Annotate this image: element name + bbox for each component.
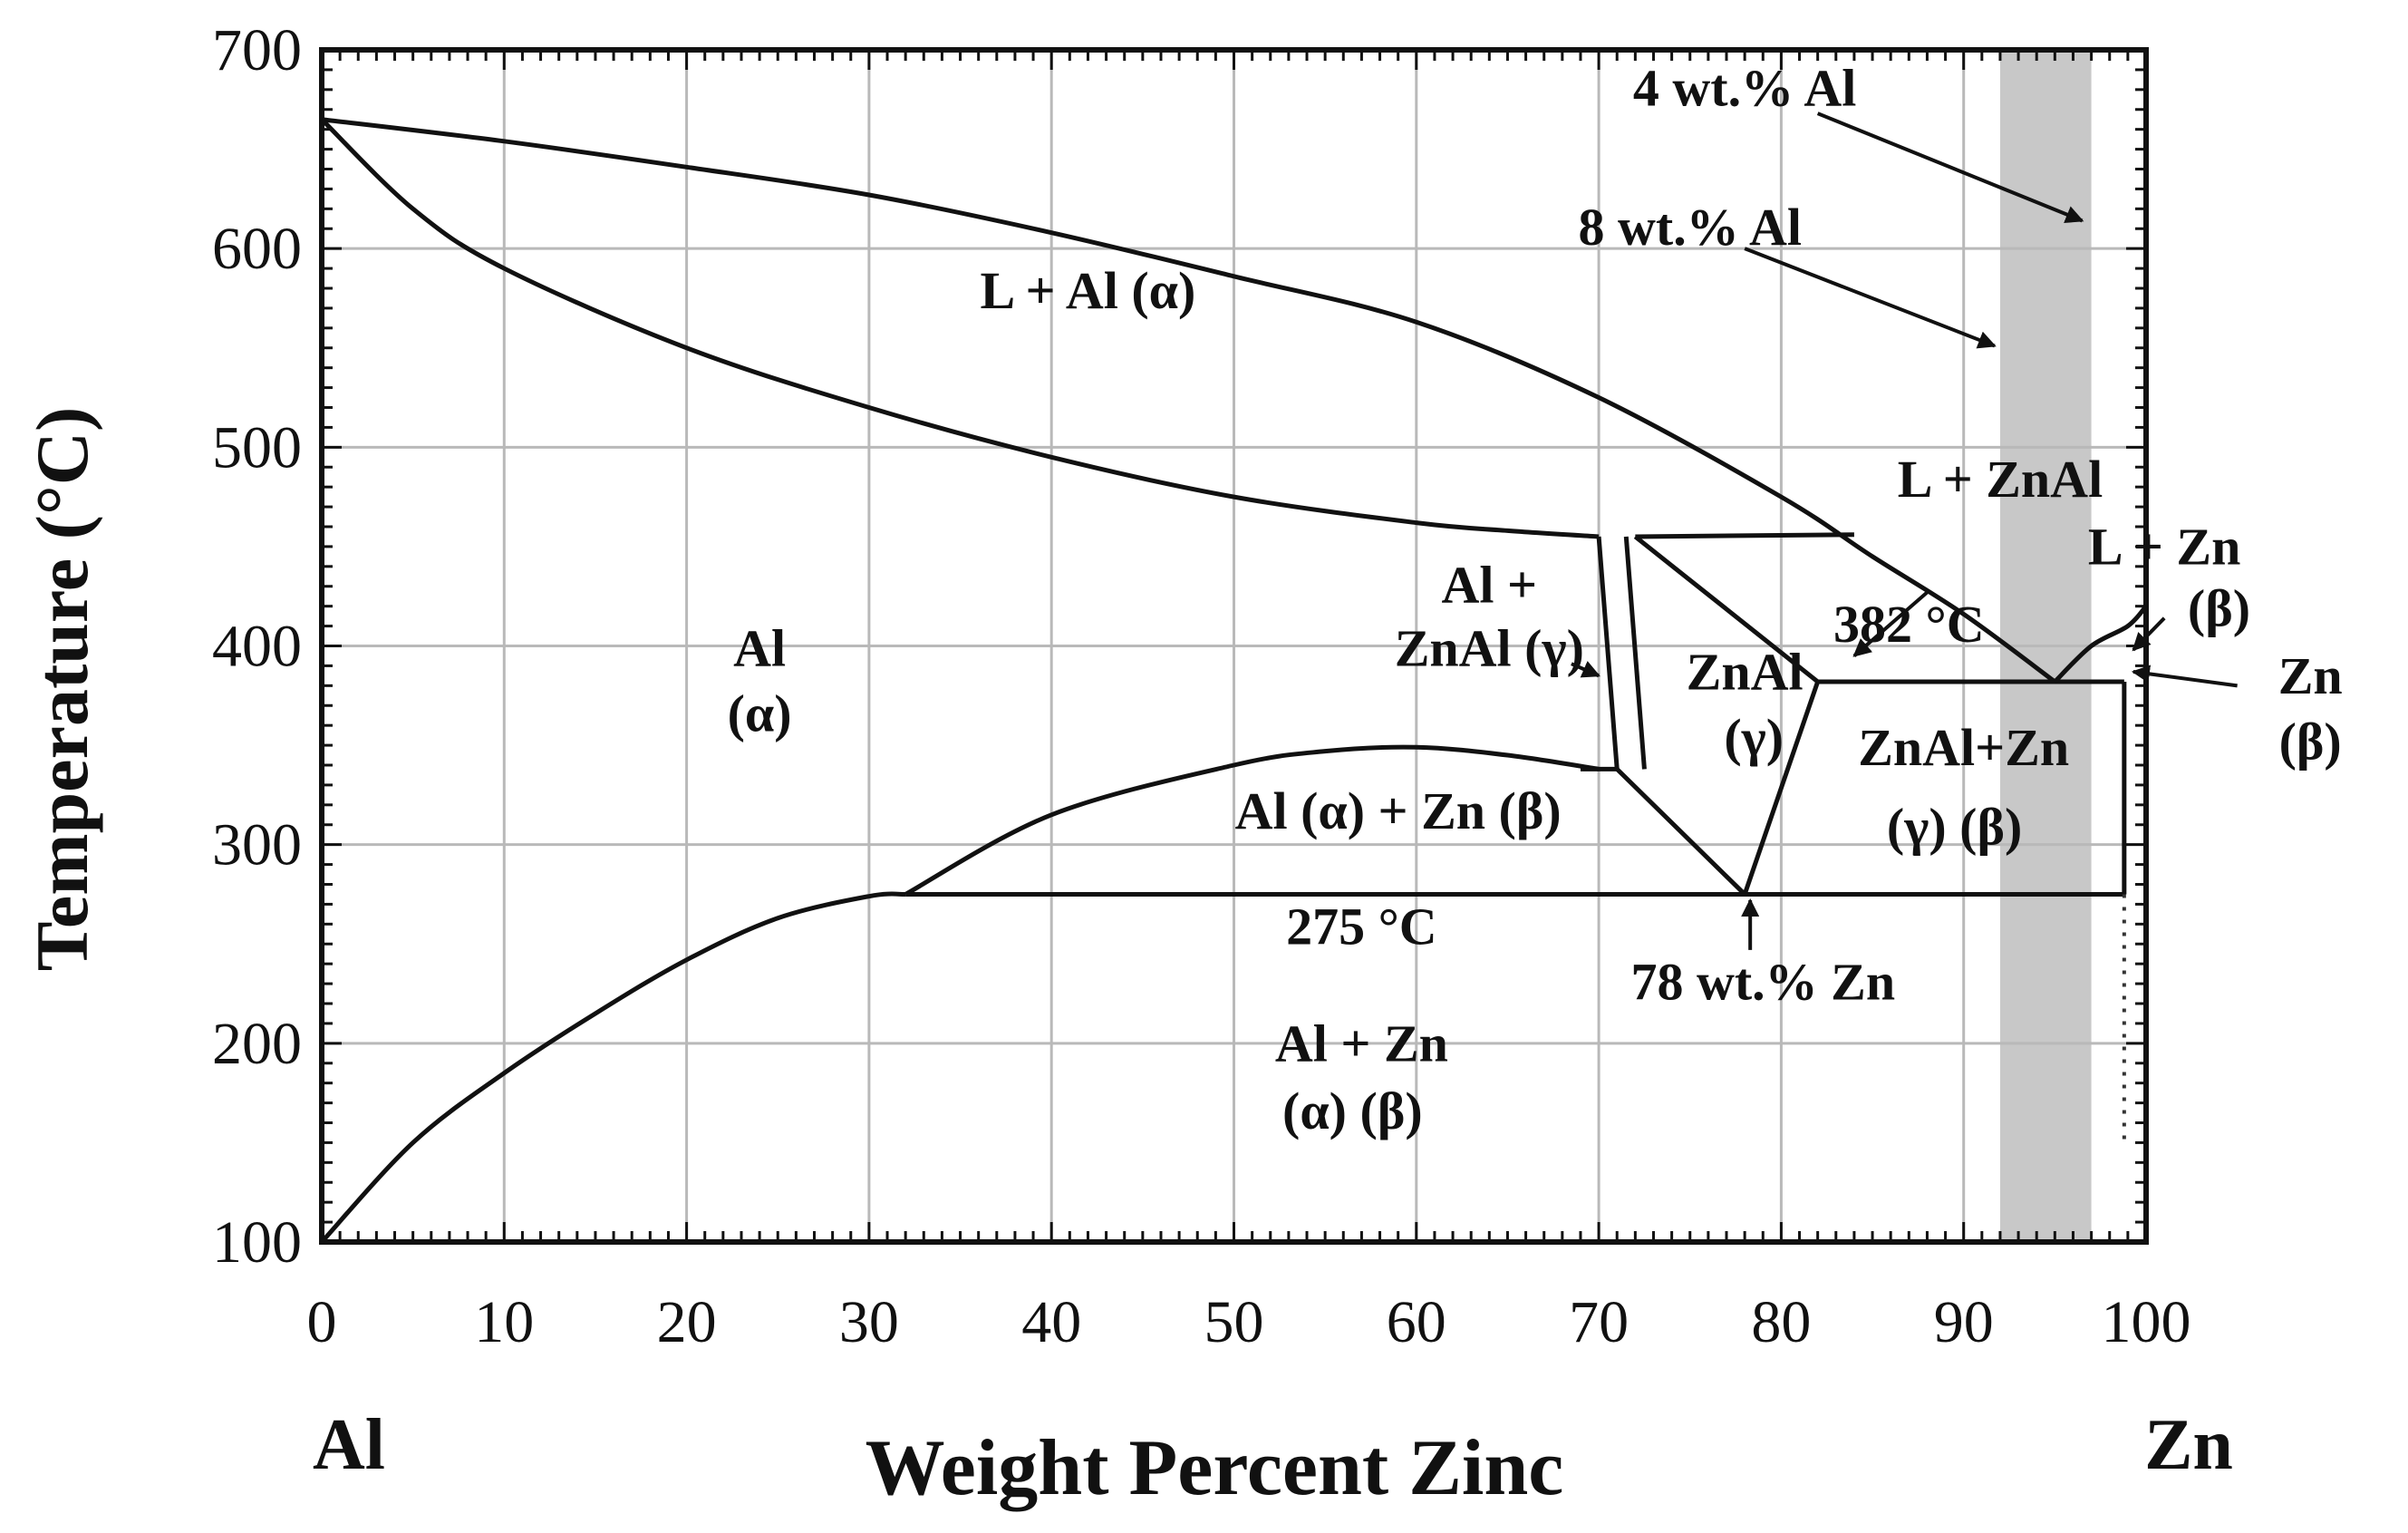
y-tick-label: 700 — [212, 17, 302, 83]
annotation-arrow — [1744, 247, 1997, 349]
x-tick-label: 30 — [839, 1289, 899, 1355]
x-tick-label: 50 — [1204, 1289, 1264, 1355]
annotation-arrow — [1571, 661, 1600, 678]
x-tick-label: 100 — [2102, 1289, 2191, 1355]
phase-boundary-line — [1615, 767, 1746, 897]
phase-boundary-line — [1742, 681, 1821, 896]
x-tick-label: 40 — [1021, 1289, 1081, 1355]
phase-region-label: L + Zn — [2088, 518, 2240, 577]
phase-region-label: (α) — [728, 684, 792, 743]
phase-region-label: ZnAl+Zn — [1858, 718, 2069, 777]
phase-region-label: (γ) — [1724, 708, 1784, 767]
phase-region-label: ZnAl — [1687, 643, 1804, 702]
x-tick-label: 0 — [307, 1289, 337, 1355]
x-tick-label: 90 — [1934, 1289, 1994, 1355]
phase-region-label: ZnAl (γ) — [1395, 618, 1584, 677]
x-tick-label: 70 — [1569, 1289, 1629, 1355]
phase-region-label: (β) — [2188, 579, 2250, 638]
phase-region-label: (α) (β) — [1282, 1082, 1423, 1140]
x-tick-label: 60 — [1387, 1289, 1446, 1355]
phase-boundary-line — [1635, 532, 1854, 539]
y-tick-label: 600 — [212, 216, 302, 282]
y-tick-label: 100 — [212, 1209, 302, 1276]
annotation-arrow — [1816, 112, 2084, 223]
phase-region-label: 8 wt.% Al — [1579, 198, 1803, 257]
x-axis-label: Weight Percent Zinc — [866, 1424, 1564, 1512]
phase-region-label: L + Al (α) — [981, 261, 1196, 320]
phase-boundary-line — [904, 744, 1600, 897]
annotation-arrow — [2131, 665, 2238, 688]
phase-region-label: 382 °C — [1833, 595, 1985, 654]
x-end-label-right: Zn — [2144, 1405, 2233, 1485]
phase-region-label: Zn — [2278, 646, 2343, 705]
y-tick-label: 500 — [212, 414, 302, 480]
phase-region-label: Al + — [1442, 555, 1538, 614]
phase-boundary-line — [321, 117, 2056, 684]
x-tick-label: 80 — [1751, 1289, 1811, 1355]
phase-boundary-line — [2053, 604, 2148, 684]
phase-region-label: 275 °C — [1286, 897, 1437, 956]
phase-boundary-line — [1596, 536, 1620, 770]
phase-region-label: Al + Zn — [1275, 1014, 1448, 1073]
x-end-label-left: Al — [313, 1405, 385, 1485]
x-tick-label: 10 — [474, 1289, 534, 1355]
phase-boundary-line — [320, 891, 906, 1244]
y-tick-label: 200 — [212, 1011, 302, 1077]
phase-region-label: 78 wt.% Zn — [1630, 953, 1895, 1012]
phase-boundary-line — [1633, 535, 1820, 684]
y-tick-label: 400 — [212, 614, 302, 680]
annotation-arrow — [2132, 616, 2166, 652]
phase-region-label: Al (α) + Zn (β) — [1235, 781, 1562, 840]
phase-boundary-line — [320, 117, 1600, 539]
x-tick-label: 20 — [657, 1289, 717, 1355]
annotation-arrow — [1852, 590, 1929, 657]
phase-boundary-line — [1623, 536, 1647, 770]
phase-region-label: L + ZnAl — [1898, 450, 2103, 509]
phase-region-label: Al — [733, 618, 786, 677]
y-tick-label: 300 — [212, 812, 302, 878]
y-axis-label: Temperature (°C) — [21, 407, 103, 972]
phase-region-label: 4 wt.% Al — [1633, 58, 1857, 117]
phase-region-label: (γ) (β) — [1887, 798, 2022, 857]
phase-region-label: (β) — [2279, 712, 2342, 771]
